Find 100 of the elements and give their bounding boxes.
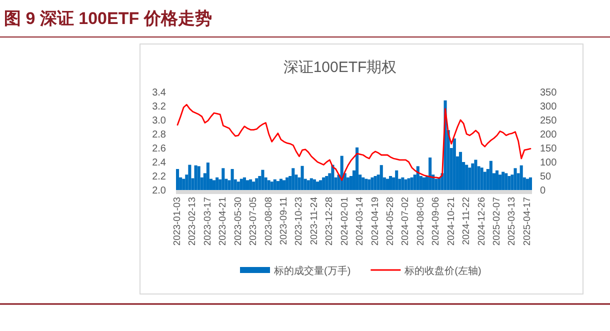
bar <box>194 165 198 190</box>
bar <box>489 160 492 190</box>
bar <box>428 158 432 190</box>
bar <box>434 178 438 190</box>
bar <box>508 176 511 190</box>
legend-label: 标的收盘价(左轴) <box>404 265 482 277</box>
line-series <box>176 104 532 181</box>
bar <box>292 168 295 190</box>
bar <box>468 168 472 190</box>
y2-tick-label: 150 <box>540 144 558 154</box>
bar <box>197 166 200 190</box>
bar <box>322 177 326 190</box>
bar <box>188 164 192 190</box>
y-tick-label: 2.6 <box>152 144 166 154</box>
bar <box>368 179 371 190</box>
bar <box>222 168 225 190</box>
x-tick-label: 2024-04-19 <box>370 197 381 246</box>
x-tick-label: 2023-08-08 <box>263 197 274 246</box>
x-tick-label: 2023-10-23 <box>294 197 305 246</box>
bar <box>380 165 383 190</box>
y2-tick-label: 0 <box>540 186 546 196</box>
y2-tick-label: 300 <box>540 102 558 112</box>
bar <box>395 170 398 190</box>
bar <box>504 173 508 190</box>
x-tick-label: 2024-09-06 <box>430 197 442 246</box>
x-tick-label: 2025-03-13 <box>506 197 518 246</box>
y-tick-label: 2.4 <box>152 158 166 168</box>
bar <box>374 176 377 190</box>
bar <box>452 138 456 190</box>
bar <box>404 179 408 190</box>
bar <box>216 177 219 190</box>
bar <box>276 181 280 190</box>
bar <box>471 163 474 190</box>
x-tick-label: 2024-08-05 <box>415 197 426 246</box>
chart-title: 图 9 深证 100ETF 价格走势 <box>4 9 212 28</box>
bar <box>300 166 304 190</box>
bar <box>370 177 374 190</box>
bar <box>240 178 243 190</box>
bar <box>176 169 180 190</box>
bar <box>465 164 468 190</box>
bar <box>410 177 414 190</box>
bar <box>273 179 276 190</box>
bar <box>236 182 240 190</box>
x-tick-label: 2023-02-13 <box>187 197 198 246</box>
bar <box>480 168 484 190</box>
x-tick-label: 2024-11-22 <box>461 197 472 245</box>
bar <box>416 166 420 190</box>
bar <box>483 172 486 190</box>
bar <box>362 177 365 190</box>
y-tick-label: 3.2 <box>152 102 166 112</box>
legend-label: 标的成交量(万手) <box>273 265 351 277</box>
x-tick-label: 2025-04-17 <box>522 197 533 246</box>
x-tick-label: 2023-03-17 <box>202 197 214 246</box>
bar <box>267 180 270 190</box>
x-tick-label: 2024-07-02 <box>400 197 412 246</box>
x-tick-label: 2023-05-30 <box>232 197 244 246</box>
y2-tick-label: 100 <box>540 158 558 168</box>
bar <box>474 160 478 190</box>
chart-subtitle: 深证100ETF期权 <box>283 59 397 76</box>
bar <box>230 169 234 190</box>
x-tick-label: 2024-10-21 <box>446 197 457 246</box>
x-tick-label: 2024-03-14 <box>354 197 366 246</box>
bar <box>325 176 328 190</box>
bar <box>401 177 404 190</box>
bar <box>306 180 310 190</box>
x-tick-label: 2024-12-26 <box>476 197 488 246</box>
bar <box>528 177 532 190</box>
bar <box>438 177 441 190</box>
bar <box>206 162 210 190</box>
bar <box>182 178 186 190</box>
x-tick-label: 2023-01-03 <box>172 197 184 246</box>
x-tick-label: 2023-04-21 <box>218 197 229 246</box>
x-tick-label: 2023-11-24 <box>308 197 320 245</box>
y-tick-label: 3.4 <box>152 88 166 98</box>
bar <box>310 178 313 190</box>
bar <box>270 182 274 190</box>
x-tick-label: 2023-07-05 <box>248 197 260 246</box>
bar <box>502 172 505 190</box>
bar <box>364 178 368 190</box>
bar <box>407 178 410 190</box>
bar <box>346 177 350 190</box>
bar <box>312 179 316 190</box>
bar <box>520 165 523 190</box>
y2-tick-label: 250 <box>540 116 558 126</box>
bar <box>526 178 529 190</box>
bar <box>255 178 258 190</box>
bar <box>261 170 264 190</box>
y-tick-label: 2.0 <box>152 186 166 196</box>
x-tick-label: 2023-09-11 <box>278 197 290 245</box>
bar <box>356 147 359 190</box>
bar <box>286 177 289 190</box>
x-tick-label: 2024-05-28 <box>385 197 396 246</box>
y-tick-label: 2.2 <box>152 172 166 182</box>
x-tick-label: 2024-02-01 <box>339 197 350 246</box>
y-tick-label: 3.0 <box>152 116 166 126</box>
x-tick-label: 2025-02-07 <box>492 197 503 246</box>
bar <box>514 168 517 190</box>
bar <box>331 164 334 190</box>
y2-tick-label: 350 <box>540 88 558 98</box>
y-tick-label: 2.8 <box>152 130 166 140</box>
